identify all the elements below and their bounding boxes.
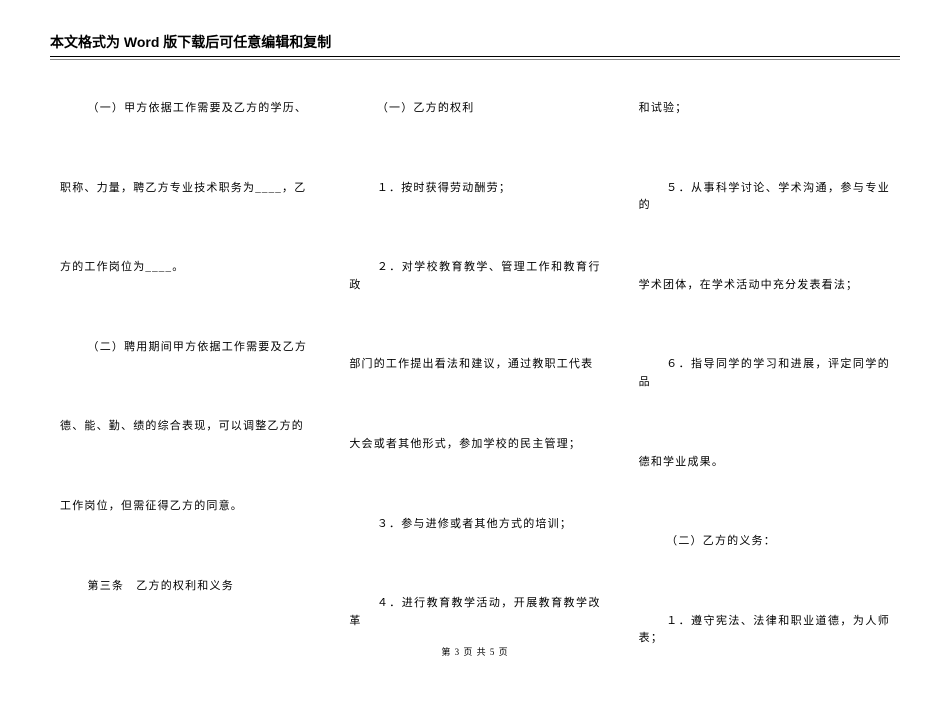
- body-text: 大会或者其他形式，参加学校的民主管理；: [349, 436, 600, 454]
- body-text: ２．对学校教育教学、管理工作和教育行政: [349, 259, 600, 294]
- page-footer: 第 3 页 共 5 页: [0, 645, 950, 658]
- body-text: ４．进行教育教学活动，开展教育教学改革: [349, 595, 600, 630]
- body-text: 工作岗位，但需征得乙方的同意。: [60, 498, 311, 516]
- content-columns: （一）甲方依据工作需要及乙方的学历、 职称、力量，聘乙方专业技术职务为____，…: [50, 100, 900, 710]
- header-rule: [50, 59, 900, 60]
- body-text: ６．指导同学的学习和进展，评定同学的品: [639, 356, 890, 391]
- body-text: １．遵守宪法、法律和职业道德，为人师表；: [639, 613, 890, 648]
- body-text: （二）聘用期间甲方依据工作需要及乙方: [60, 339, 311, 357]
- page-header-title: 本文格式为 Word 版下载后可任意编辑和复制: [50, 32, 900, 57]
- column-3: 和试验； ５．从事科学讨论、学术沟通，参与专业的 学术团体，在学术活动中充分发表…: [639, 100, 890, 710]
- body-text: （一）甲方依据工作需要及乙方的学历、: [60, 100, 311, 118]
- body-text: 德、能、勤、绩的综合表现，可以调整乙方的: [60, 418, 311, 436]
- body-text: 和试验；: [639, 100, 890, 118]
- body-text: 职称、力量，聘乙方专业技术职务为____，乙: [60, 180, 311, 198]
- column-1: （一）甲方依据工作需要及乙方的学历、 职称、力量，聘乙方专业技术职务为____，…: [60, 100, 311, 710]
- body-text: ５．从事科学讨论、学术沟通，参与专业的: [639, 180, 890, 215]
- body-text: １．按时获得劳动酬劳；: [349, 180, 600, 198]
- body-text: 学术团体，在学术活动中充分发表看法；: [639, 277, 890, 295]
- body-text: 第三条 乙方的权利和义务: [60, 578, 311, 596]
- body-text: ３．参与进修或者其他方式的培训；: [349, 516, 600, 534]
- body-text: 德和学业成果。: [639, 454, 890, 472]
- document-page: 本文格式为 Word 版下载后可任意编辑和复制 （一）甲方依据工作需要及乙方的学…: [0, 0, 950, 672]
- body-text: （二）乙方的义务：: [639, 533, 890, 551]
- body-text: （一）乙方的权利: [349, 100, 600, 118]
- column-2: （一）乙方的权利 １．按时获得劳动酬劳； ２．对学校教育教学、管理工作和教育行政…: [349, 100, 600, 710]
- body-text: 部门的工作提出看法和建议，通过教职工代表: [349, 356, 600, 374]
- body-text: 方的工作岗位为____。: [60, 259, 311, 277]
